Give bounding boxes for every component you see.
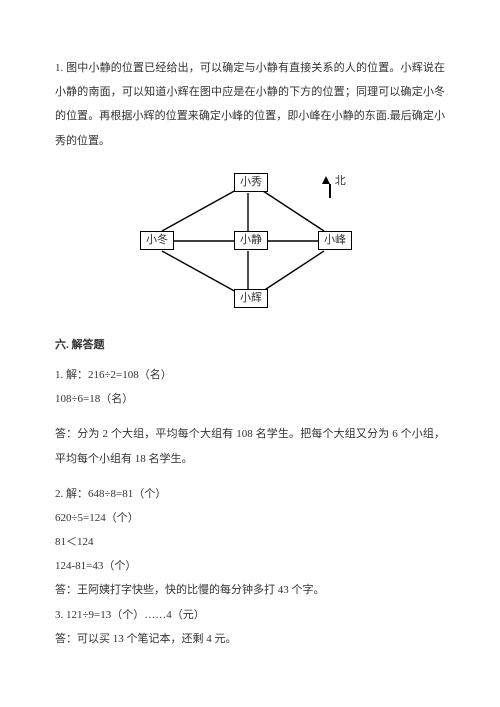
node-top: 小秀 xyxy=(234,173,268,192)
a1-line3: 答：分为 2 个大组，平均每个大组有 108 名学生。把每个大组又分为 6 个小… xyxy=(55,422,445,470)
a2-line4: 124-81=43（个） xyxy=(55,554,445,578)
node-right: 小峰 xyxy=(318,231,352,250)
diagram-container: 小秀 小冬 小静 小峰 小辉 北 xyxy=(55,165,445,315)
a3-line2: 答：可以买 13 个笔记本，还剩 4 元。 xyxy=(55,627,445,651)
a1-line2: 108÷6=18（名） xyxy=(55,387,445,411)
node-center: 小静 xyxy=(234,231,268,250)
relation-diagram: 小秀 小冬 小静 小峰 小辉 北 xyxy=(130,165,370,315)
q1-text: 1. 图中小静的位置已经给出，可以确定与小静有直接关系的人的位置。小辉说在小静的… xyxy=(55,56,445,153)
a1-line1: 1. 解：216÷2=108（名） xyxy=(55,363,445,387)
a2-line5: 答：王阿姨打字快些，快的比慢的每分钟多打 43 个字。 xyxy=(55,578,445,602)
page: 1. 图中小静的位置已经给出，可以确定与小静有直接关系的人的位置。小辉说在小静的… xyxy=(0,0,500,707)
a2-line3: 81＜124 xyxy=(55,530,445,554)
north-arrow-icon xyxy=(322,176,330,184)
north-indicator: 北 xyxy=(322,169,346,193)
section-6-title: 六. 解答题 xyxy=(55,333,445,357)
a2-line1: 2. 解：648÷8=81（个） xyxy=(55,482,445,506)
a2-line2: 620÷5=124（个） xyxy=(55,506,445,530)
node-left: 小冬 xyxy=(140,231,174,250)
north-label: 北 xyxy=(335,175,346,187)
node-bottom: 小辉 xyxy=(234,289,268,308)
a3-line1: 3. 121÷9=13（个）……4（元） xyxy=(55,603,445,627)
